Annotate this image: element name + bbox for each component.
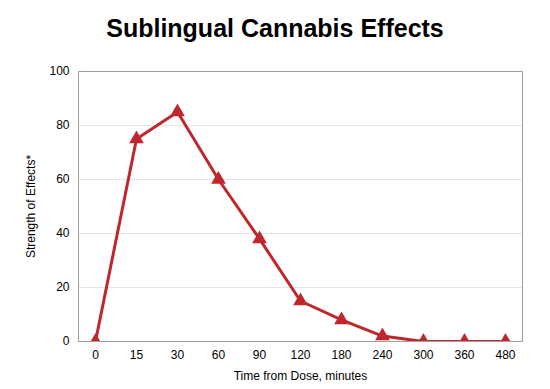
svg-text:100: 100: [49, 64, 69, 78]
svg-text:40: 40: [56, 226, 70, 240]
svg-text:90: 90: [253, 348, 267, 362]
html-text:Sublingual Cannabis Effects: Sublingual Cannabis Effects: [106, 14, 444, 42]
svg-text:0: 0: [63, 334, 70, 348]
svg-text:180: 180: [331, 348, 351, 362]
svg-text:80: 80: [56, 118, 70, 132]
svg-text:60: 60: [56, 172, 70, 186]
svg-text:300: 300: [413, 348, 433, 362]
svg-text:Time from Dose, minutes: Time from Dose, minutes: [234, 369, 368, 383]
svg-text:360: 360: [454, 348, 474, 362]
svg-text:15: 15: [130, 348, 144, 362]
svg-text:120: 120: [290, 348, 310, 362]
svg-text:480: 480: [495, 348, 515, 362]
svg-text:60: 60: [212, 348, 226, 362]
svg-text:20: 20: [56, 280, 70, 294]
svg-text:240: 240: [372, 348, 392, 362]
svg-text:Strength of Effects*: Strength of Effects*: [24, 155, 38, 259]
svg-text:0: 0: [92, 348, 99, 362]
svg-text:30: 30: [171, 348, 185, 362]
